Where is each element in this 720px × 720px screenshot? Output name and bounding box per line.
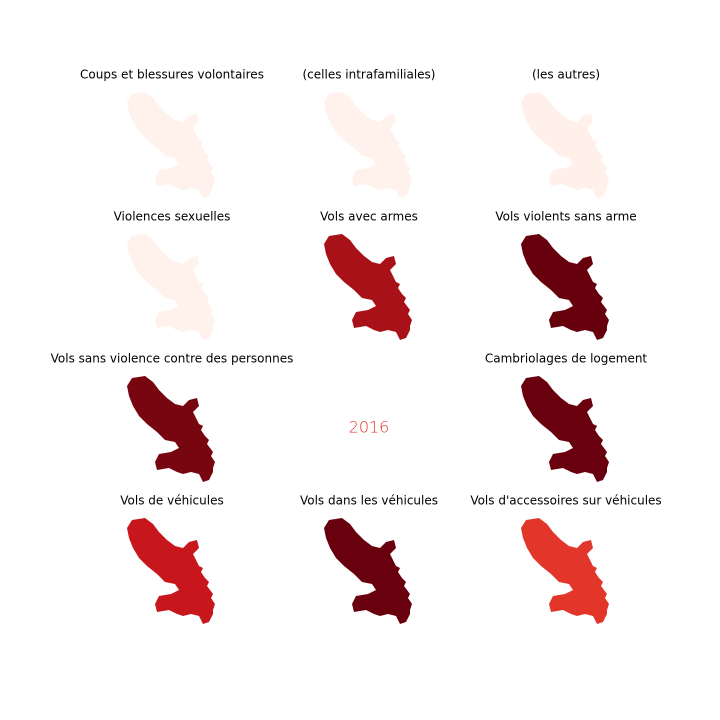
panel-title: Violences sexuelles (114, 210, 231, 224)
panel-title: Vols sans violence contre des personnes (51, 352, 294, 366)
panel-title: Vols avec armes (320, 210, 418, 224)
panel-title: Vols violents sans arme (495, 210, 636, 224)
panel-title: Vols de véhicules (120, 494, 223, 508)
panel-title: Vols dans les véhicules (300, 494, 438, 508)
panel-title: Coups et blessures volontaires (80, 68, 264, 82)
panel-title: (celles intrafamiliales) (303, 68, 436, 82)
panel-title: Cambriolages de logement (485, 352, 648, 366)
panel-title: Vols d'accessoires sur véhicules (470, 494, 661, 508)
panel-title: (les autres) (532, 68, 600, 82)
year-label: 2016 (349, 418, 390, 437)
